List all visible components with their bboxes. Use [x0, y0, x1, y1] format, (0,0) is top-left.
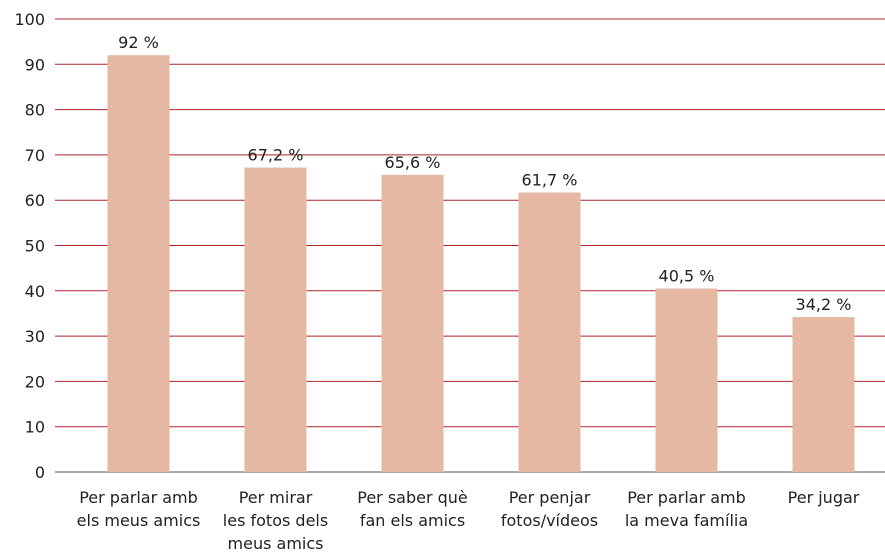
- value-label: 34,2 %: [796, 295, 852, 314]
- x-tick-label: Per penjar fotos/vídeos: [501, 488, 598, 530]
- x-tick-label: Per parlar amb els meus amics: [77, 488, 201, 530]
- y-tick-label: 10: [25, 418, 45, 437]
- y-tick-label: 100: [14, 10, 45, 29]
- y-tick-label: 0: [35, 463, 45, 482]
- x-tick-label-line: els meus amics: [77, 511, 201, 530]
- bar: [244, 167, 307, 473]
- x-tick-label-line: fotos/vídeos: [501, 511, 598, 530]
- x-tick-label-line: fan els amics: [360, 511, 465, 530]
- x-tick-label-line: Per mirar: [239, 488, 313, 507]
- value-label: 40,5 %: [659, 267, 715, 286]
- y-tick-label: 40: [25, 282, 45, 301]
- y-tick-label: 80: [25, 101, 45, 120]
- value-label: 65,6 %: [385, 153, 441, 172]
- y-tick-label: 50: [25, 237, 45, 256]
- x-tick-label: Per mirar les fotos dels meus amics: [223, 488, 328, 553]
- x-tick-label: Per saber què fan els amics: [357, 488, 468, 530]
- value-label: 67,2 %: [248, 146, 304, 165]
- x-tick-label-line: la meva família: [625, 511, 748, 530]
- x-tick-label-line: Per parlar amb: [627, 488, 746, 507]
- bar: [792, 317, 855, 472]
- x-tick-label-line: Per penjar: [509, 488, 591, 507]
- x-tick-label-line: Per jugar: [788, 488, 860, 507]
- y-tick-label: 70: [25, 146, 45, 165]
- value-label: 61,7 %: [522, 170, 578, 189]
- y-tick-label: 20: [25, 372, 45, 391]
- bar: [381, 174, 444, 472]
- x-tick-label-line: les fotos dels: [223, 511, 328, 530]
- y-tick-label: 30: [25, 327, 45, 346]
- x-tick-label: Per parlar amb la meva família: [625, 488, 748, 530]
- y-tick-label: 60: [25, 191, 45, 210]
- value-label: 92 %: [118, 33, 159, 52]
- x-tick-label-line: Per saber què: [357, 488, 468, 507]
- bar: [518, 192, 581, 472]
- x-tick-label-line: Per parlar amb: [79, 488, 198, 507]
- x-tick-label: Per jugar: [788, 488, 860, 507]
- bar: [655, 288, 718, 472]
- x-tick-label-line: meus amics: [228, 534, 324, 553]
- bar: [107, 55, 170, 473]
- y-tick-label: 90: [25, 55, 45, 74]
